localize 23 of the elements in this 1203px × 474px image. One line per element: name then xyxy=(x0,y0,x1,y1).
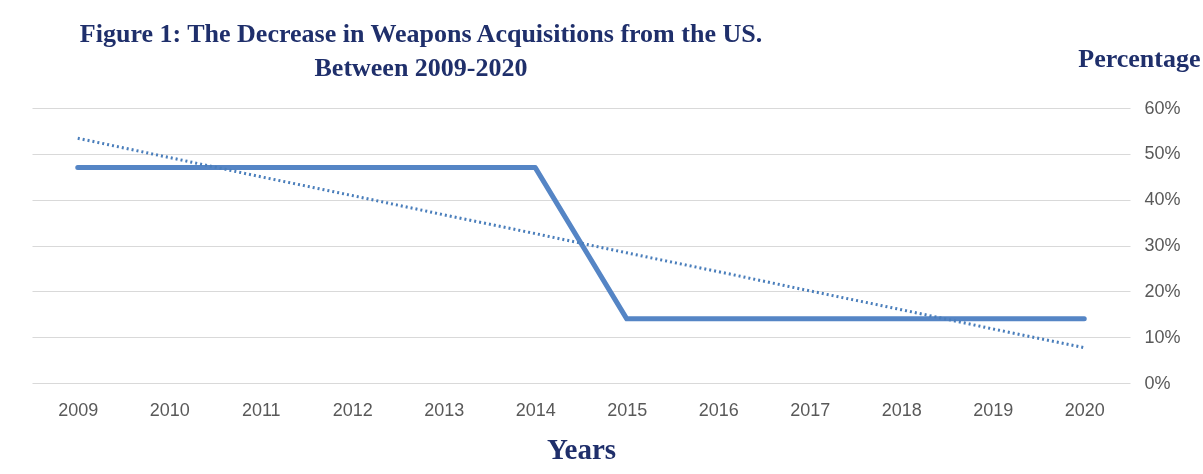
y-tick-label: 20% xyxy=(1144,280,1181,301)
chart-title: Figure 1: The Decrease in Weapons Acquisitions from the US. Between 2009-2020 xyxy=(79,19,763,82)
x-tick-label: 2012 xyxy=(332,399,373,420)
line-series xyxy=(76,136,1086,350)
y-tick-label: 10% xyxy=(1144,326,1181,347)
x-tick-label: 2015 xyxy=(607,399,648,420)
y-tick-label: 0% xyxy=(1144,372,1171,393)
x-tick-label: 2014 xyxy=(515,399,556,420)
y-tick-label: 30% xyxy=(1144,235,1181,255)
x-tick-label: 2017 xyxy=(790,399,831,420)
x-axis-title: Years xyxy=(546,432,617,465)
x-tick-label: 2016 xyxy=(698,399,739,420)
y-axis-title: Percentage xyxy=(1078,43,1201,73)
x-tick-label: 2020 xyxy=(1064,399,1105,420)
y-tick-label: 40% xyxy=(1144,189,1181,210)
y-tick-label: 60% xyxy=(1144,97,1181,118)
x-tick-label: 2013 xyxy=(424,399,465,420)
x-tick-label: 2011 xyxy=(241,399,281,420)
y-tick-label: 50% xyxy=(1144,143,1181,164)
x-tick-label: 2009 xyxy=(58,399,99,420)
x-tick-label: 2019 xyxy=(973,399,1014,420)
x-tick-label: 2018 xyxy=(881,399,922,420)
x-tick-label: 2010 xyxy=(149,399,190,420)
